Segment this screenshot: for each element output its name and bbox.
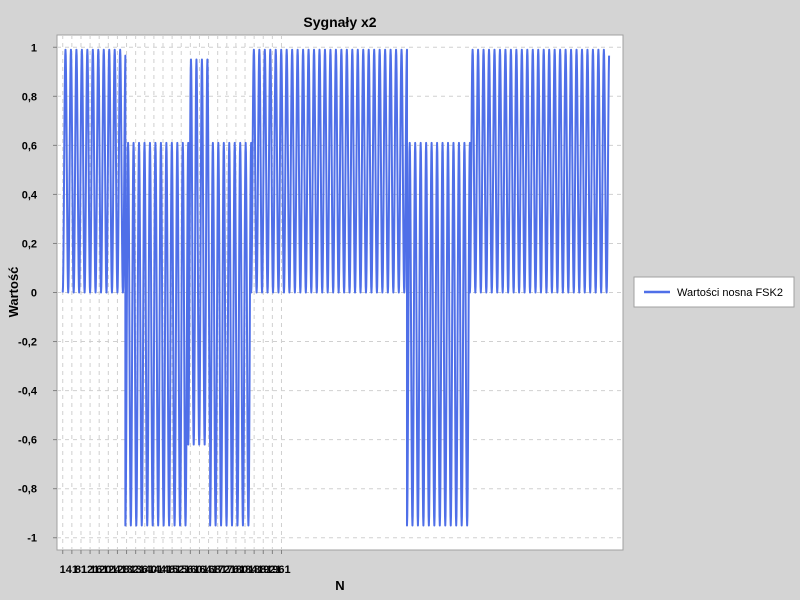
x-tick-label: 961	[272, 564, 290, 576]
series-layer	[61, 48, 611, 527]
y-axis-ticks: -1 -0,8 -0,6 -0,4 -0,2 0 0,2 0,4 0,6 0,8 1	[18, 42, 57, 545]
y-axis-label: Wartość	[6, 267, 21, 318]
x-tick-label: 281	[117, 564, 135, 576]
x-tick-label: 841	[245, 564, 263, 576]
x-tick-label: 41	[66, 564, 78, 576]
legend: Wartości nosna FSK2	[633, 276, 795, 308]
x-tick-label: 761	[227, 564, 245, 576]
x-tick-label: 481	[163, 564, 181, 576]
x-tick-label: 401	[145, 564, 163, 576]
legend-label: Wartości nosna FSK2	[677, 287, 783, 299]
legend-box	[633, 276, 795, 308]
y-tick-label: 0,8	[22, 91, 37, 103]
y-tick-label: -0,8	[18, 484, 37, 496]
x-tick-label: 881	[254, 564, 272, 576]
x-tick-label: 121	[81, 564, 99, 576]
x-axis-ticks: 1 418112116120124128132136140144148152156…	[60, 550, 291, 576]
y-tick-label: 0,4	[22, 189, 38, 201]
chart-title: Sygnały x2	[303, 14, 376, 30]
x-tick-label: 521	[172, 564, 190, 576]
x-tick-label: 81	[75, 564, 87, 576]
y-tick-label: -0,2	[18, 337, 37, 349]
x-tick-label: 441	[154, 564, 172, 576]
y-tick-label: 0,6	[22, 140, 37, 152]
x-tick-label: 601	[190, 564, 208, 576]
x-tick-label: 561	[181, 564, 199, 576]
x-tick-label: 921	[263, 564, 281, 576]
x-tick-label: 161	[90, 564, 108, 576]
x-tick-label: 641	[199, 564, 217, 576]
x-tick-label: 721	[218, 564, 236, 576]
x-tick-label: 241	[108, 564, 126, 576]
y-tick-label: 1	[31, 42, 37, 54]
x-tick-label: 321	[126, 564, 144, 576]
y-tick-label: 0	[31, 288, 37, 300]
y-tick-label: -0,6	[18, 435, 37, 447]
x-tick-label: 361	[136, 564, 154, 576]
series-line-0	[61, 48, 611, 527]
x-tick-label: 1	[60, 564, 66, 576]
x-tick-label: 681	[209, 564, 227, 576]
x-tick-label: 201	[99, 564, 117, 576]
x-tick-label: 801	[236, 564, 254, 576]
y-tick-label: -1	[27, 533, 37, 545]
y-tick-label: -0,4	[18, 386, 38, 398]
y-tick-label: 0,2	[22, 238, 37, 250]
x-axis-label: N	[335, 578, 344, 593]
